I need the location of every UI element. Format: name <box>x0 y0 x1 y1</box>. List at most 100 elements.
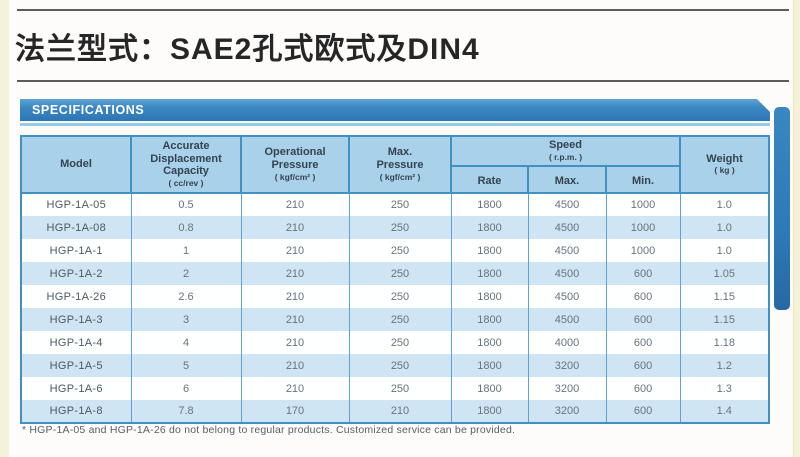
value-cell: 1.15 <box>679 285 770 309</box>
model-cell: HGP-1A-5 <box>20 354 132 378</box>
value-cell: 2 <box>130 262 242 286</box>
value-cell: 210 <box>240 193 350 217</box>
value-cell: 250 <box>348 285 452 309</box>
value-cell: 1800 <box>450 377 529 401</box>
model-cell: HGP-1A-8 <box>20 400 132 424</box>
model-cell: HGP-1A-3 <box>20 308 132 332</box>
value-cell: 600 <box>605 377 681 401</box>
value-cell: 1800 <box>450 354 529 378</box>
spec-table-body: HGP-1A-05 0.5 210 250 1800 4500 1000 1.0 HGP-1A-… <box>20 193 770 424</box>
value-cell: 600 <box>605 285 681 309</box>
value-cell: 4500 <box>527 285 607 309</box>
table-row: HGP-1A-8 7.8 170 210 1800 3200 600 1.4 <box>20 400 770 424</box>
model-cell: HGP-1A-08 <box>20 216 132 240</box>
value-cell: 1800 <box>450 331 529 355</box>
value-cell: 250 <box>348 193 452 217</box>
header-speed-max: Max. <box>527 165 607 195</box>
value-cell: 1800 <box>450 262 529 286</box>
header-max-pressure-label: Max. Pressure <box>376 146 424 171</box>
value-cell: 1.0 <box>679 239 770 263</box>
header-speed-rate-label: Rate <box>477 174 502 187</box>
table-footnote: * HGP-1A-05 and HGP-1A-26 do not belong … <box>22 424 516 436</box>
banner-underline <box>20 123 770 126</box>
value-cell: 250 <box>348 239 452 263</box>
value-cell: 1000 <box>605 193 681 217</box>
value-cell: 1.0 <box>679 216 770 240</box>
value-cell: 5 <box>130 354 242 378</box>
value-cell: 0.5 <box>130 193 242 217</box>
value-cell: 210 <box>240 377 350 401</box>
value-cell: 1.15 <box>679 308 770 332</box>
value-cell: 210 <box>240 285 350 309</box>
value-cell: 1.3 <box>679 377 770 401</box>
model-cell: HGP-1A-1 <box>20 239 132 263</box>
table-row: HGP-1A-5 5 210 250 1800 3200 600 1.2 <box>20 354 770 378</box>
table-row: HGP-1A-3 3 210 250 1800 4500 600 1.15 <box>20 308 770 332</box>
value-cell: 600 <box>605 308 681 332</box>
value-cell: 1.05 <box>679 262 770 286</box>
value-cell: 1800 <box>450 400 529 424</box>
table-row: HGP-1A-08 0.8 210 250 1800 4500 1000 1.0 <box>20 216 770 240</box>
value-cell: 1800 <box>450 239 529 263</box>
value-cell: 1800 <box>450 193 529 217</box>
value-cell: 4000 <box>527 331 607 355</box>
model-cell: HGP-1A-4 <box>20 331 132 355</box>
value-cell: 250 <box>348 331 452 355</box>
value-cell: 1.4 <box>679 400 770 424</box>
value-cell: 4 <box>130 331 242 355</box>
header-operational-pressure-label: Operational Pressure <box>264 146 326 171</box>
value-cell: 2.6 <box>130 285 242 309</box>
header-weight: Weight ( kg ) <box>679 134 771 195</box>
header-displacement-unit: ( cc/rev ) <box>168 178 204 189</box>
value-cell: 4500 <box>527 193 607 217</box>
value-cell: 210 <box>240 239 350 263</box>
table-row: HGP-1A-6 6 210 250 1800 3200 600 1.3 <box>20 377 770 401</box>
value-cell: 1800 <box>450 308 529 332</box>
value-cell: 250 <box>348 308 452 332</box>
value-cell: 1.0 <box>679 193 770 217</box>
model-cell: HGP-1A-05 <box>20 193 132 217</box>
value-cell: 1000 <box>605 216 681 240</box>
value-cell: 6 <box>130 377 242 401</box>
header-speed-label: Speed <box>549 139 583 151</box>
header-max-pressure-unit: ( kgf/cm² ) <box>379 171 421 182</box>
table-row: HGP-1A-05 0.5 210 250 1800 4500 1000 1.0 <box>20 193 770 217</box>
header-speed-group: Speed ( r.p.m. ) <box>449 134 682 168</box>
header-displacement: Accurate Displacement Capacity ( cc/rev … <box>130 134 242 195</box>
table-row: HGP-1A-2 2 210 250 1800 4500 600 1.05 <box>20 262 770 286</box>
value-cell: 7.8 <box>130 400 242 424</box>
header-speed-max-label: Max. <box>554 174 580 187</box>
value-cell: 3200 <box>527 354 607 378</box>
header-operational-pressure: Operational Pressure ( kgf/cm² ) <box>240 134 350 195</box>
page-edge-right <box>793 0 800 457</box>
model-cell: HGP-1A-2 <box>20 262 132 286</box>
header-displacement-label: Accurate Displacement Capacity <box>150 139 222 178</box>
value-cell: 210 <box>240 308 350 332</box>
value-cell: 4500 <box>527 262 607 286</box>
table-header: Model Accurate Displacement Capacity ( c… <box>20 134 771 195</box>
title-divider-bottom <box>17 80 789 82</box>
header-model-label: Model <box>60 158 92 171</box>
value-cell: 1800 <box>450 216 529 240</box>
page-edge-left <box>0 0 9 457</box>
value-cell: 3200 <box>527 377 607 401</box>
table-row: HGP-1A-4 4 210 250 1800 4000 600 1.18 <box>20 331 770 355</box>
value-cell: 210 <box>240 331 350 355</box>
value-cell: 600 <box>605 262 681 286</box>
header-speed-min-label: Min. <box>632 174 655 187</box>
value-cell: 600 <box>605 400 681 424</box>
value-cell: 4500 <box>527 216 607 240</box>
value-cell: 1000 <box>605 239 681 263</box>
value-cell: 210 <box>240 354 350 378</box>
value-cell: 4500 <box>527 308 607 332</box>
value-cell: 0.8 <box>130 216 242 240</box>
value-cell: 1.2 <box>679 354 770 378</box>
value-cell: 250 <box>348 262 452 286</box>
header-operational-pressure-unit: ( kgf/cm² ) <box>274 171 316 182</box>
model-cell: HGP-1A-26 <box>20 285 132 309</box>
specifications-banner: SPECIFICATIONS <box>20 99 770 121</box>
value-cell: 170 <box>240 400 350 424</box>
value-cell: 210 <box>240 216 350 240</box>
header-speed-unit: ( r.p.m. ) <box>548 151 583 162</box>
